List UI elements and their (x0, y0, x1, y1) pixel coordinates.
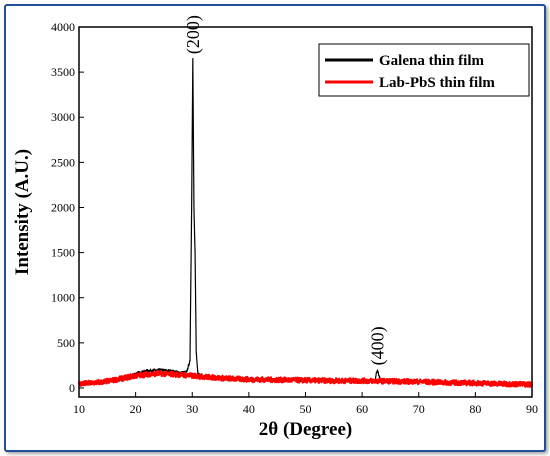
y-axis-title: Intensity (A.U.) (12, 149, 33, 275)
y-tick-label: 500 (57, 336, 75, 350)
y-axis-ticks: 0 500 1000 1500 2000 2500 3000 3500 4000 (51, 20, 84, 395)
peak-label: (200) (183, 15, 204, 54)
y-tick-label: 2500 (51, 155, 75, 169)
x-tick-label: 80 (469, 402, 481, 416)
y-tick-label: 1500 (51, 246, 75, 260)
x-tick-label: 90 (526, 402, 538, 416)
y-tick-label: 1000 (51, 291, 75, 305)
x-axis-title: 2θ (Degree) (259, 419, 352, 440)
y-tick-label: 3500 (51, 65, 75, 79)
x-tick-label: 30 (186, 402, 198, 416)
legend: Galena thin film Lab-PbS thin film (318, 43, 530, 97)
galena-series-line (78, 57, 533, 387)
x-tick-label: 60 (356, 402, 368, 416)
legend-label-lab-pbs: Lab-PbS thin film (379, 75, 495, 91)
series-curves (77, 57, 533, 388)
x-tick-label: 40 (243, 402, 255, 416)
peak-label: (400) (367, 326, 388, 365)
peak-annotations: (200) (400) (183, 15, 389, 365)
x-tick-label: 20 (130, 402, 142, 416)
legend-box (318, 43, 530, 97)
x-tick-label: 70 (413, 402, 425, 416)
x-tick-label: 10 (73, 402, 85, 416)
y-tick-label: 3000 (51, 110, 75, 124)
x-tick-label: 50 (300, 402, 312, 416)
lab-pbs-series-line (77, 370, 533, 388)
y-tick-label: 0 (69, 381, 75, 395)
x-axis-ticks: 10 20 30 40 50 60 70 80 90 (73, 392, 538, 416)
y-tick-label: 4000 (51, 20, 75, 34)
legend-label-galena: Galena thin film (379, 53, 485, 69)
y-tick-label: 2000 (51, 200, 75, 214)
